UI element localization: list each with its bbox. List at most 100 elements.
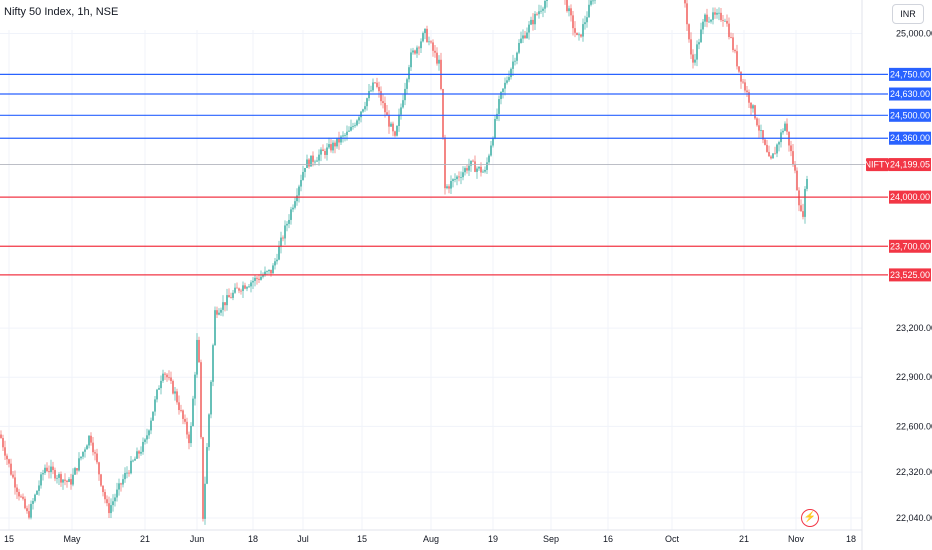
candle-body (254, 277, 256, 281)
candle-body (324, 150, 326, 155)
candle-body (128, 472, 130, 474)
candle-body (96, 453, 98, 463)
candle-body (282, 237, 284, 239)
support-price-tag (889, 190, 931, 204)
candle-body (298, 186, 300, 196)
support-price-tag-text: 24,000.00 (890, 192, 930, 202)
candle-body (250, 282, 252, 287)
candle-body (806, 178, 808, 189)
candle-body (378, 86, 380, 92)
candle-body (60, 474, 62, 483)
candle-body (330, 144, 332, 151)
candle-body (138, 451, 140, 454)
candle-body (570, 8, 572, 16)
candle-body (390, 123, 392, 127)
candle-body (46, 467, 48, 472)
candle-body (710, 19, 712, 22)
candle-body (12, 474, 14, 478)
candle-body (286, 223, 288, 226)
price-tick-label: 25,000.00 (896, 28, 932, 38)
candle-body (306, 159, 308, 169)
candle-body (334, 142, 336, 147)
candle-body (436, 52, 438, 64)
lightning-icon[interactable]: ⚡ (801, 509, 819, 527)
candle-body (784, 123, 786, 131)
candle-body (508, 77, 510, 81)
time-tick-label: Oct (665, 534, 680, 544)
candle-body (730, 37, 732, 38)
candle-body (512, 61, 514, 69)
candle-body (116, 489, 118, 498)
candle-body (752, 105, 754, 109)
candle-body (736, 51, 738, 67)
candle-body (746, 90, 748, 93)
candle-body (360, 111, 362, 118)
candle-body (148, 430, 150, 436)
candle-body (474, 161, 476, 172)
candle-body (158, 388, 160, 390)
candle-body (206, 447, 208, 484)
currency-selector[interactable]: INR (892, 4, 924, 24)
candle-body (268, 269, 270, 272)
candle-body (200, 362, 202, 438)
resistance-price-tag (889, 131, 931, 145)
symbol-tag (866, 158, 889, 172)
candle-body (764, 139, 766, 145)
candle-body (506, 80, 508, 83)
price-tick-label: 22,600.00 (896, 421, 932, 431)
candle-body (270, 269, 272, 274)
candle-body (28, 511, 30, 518)
candle-body (528, 24, 530, 33)
time-tick-label: 15 (357, 534, 367, 544)
candle-body (310, 155, 312, 167)
candle-body (94, 452, 96, 454)
candle-body (412, 50, 414, 53)
candle-body (234, 287, 236, 293)
candle-body (582, 24, 584, 37)
candle-body (134, 458, 136, 461)
candle-body (756, 118, 758, 126)
candle-body (442, 89, 444, 138)
candle-body (50, 466, 52, 473)
candle-body (778, 142, 780, 145)
candle-body (388, 114, 390, 127)
candle-body (536, 13, 538, 15)
candle-body (716, 12, 718, 15)
resistance-price-tag-text: 24,630.00 (890, 89, 930, 99)
candle-body (180, 410, 182, 411)
candle-body (164, 373, 166, 375)
candle-body (522, 35, 524, 39)
candle-body (192, 398, 194, 426)
candle-body (322, 149, 324, 151)
candle-body (150, 420, 152, 431)
candle-body (796, 170, 798, 191)
candle-body (110, 505, 112, 514)
candle-body (312, 155, 314, 162)
candle-body (504, 82, 506, 89)
candle-body (718, 12, 720, 14)
candle-body (142, 441, 144, 452)
candle-body (542, 8, 544, 11)
candle-body (692, 54, 694, 63)
candle-body (336, 137, 338, 147)
candle-body (214, 310, 216, 346)
candle-body (418, 47, 420, 49)
candle-body (236, 287, 238, 289)
candle-body (482, 171, 484, 173)
candle-body (178, 402, 180, 411)
candle-body (66, 480, 68, 482)
price-tick-label: 23,200.00 (896, 323, 932, 333)
candle-body (734, 49, 736, 52)
candle-body (160, 380, 162, 389)
candle-body (492, 137, 494, 146)
current-price-tag-text: 24,199.05 (890, 160, 930, 170)
candle-body (216, 310, 218, 315)
candle-body (168, 377, 170, 379)
time-tick-label: 18 (846, 534, 856, 544)
candle-body (212, 345, 214, 382)
candle-body (502, 88, 504, 92)
candle-body (588, 4, 590, 18)
candle-body (140, 451, 142, 454)
candle-body (154, 399, 156, 412)
